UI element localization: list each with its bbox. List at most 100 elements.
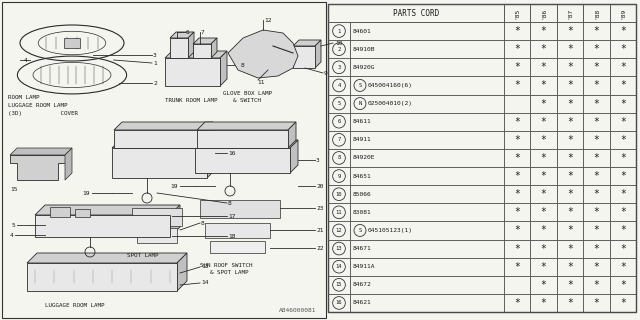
Bar <box>610 113 636 131</box>
Bar <box>504 239 531 258</box>
Bar <box>583 131 610 149</box>
Bar <box>328 58 350 76</box>
Bar <box>350 22 504 40</box>
Bar <box>328 94 350 113</box>
Text: *: * <box>593 99 599 108</box>
Bar <box>504 94 531 113</box>
Text: *: * <box>593 135 599 145</box>
Text: *: * <box>541 244 547 253</box>
Bar <box>350 185 504 203</box>
Polygon shape <box>35 205 180 215</box>
Text: *: * <box>541 262 547 272</box>
Text: *: * <box>541 207 547 217</box>
Text: *: * <box>515 189 520 199</box>
Text: *: * <box>593 117 599 127</box>
Text: 2: 2 <box>337 47 340 52</box>
Text: 19: 19 <box>83 190 90 196</box>
Polygon shape <box>220 51 227 86</box>
Text: *: * <box>620 189 626 199</box>
Polygon shape <box>10 148 72 155</box>
Text: *: * <box>593 225 599 236</box>
Bar <box>583 58 610 76</box>
Text: 5: 5 <box>337 101 340 106</box>
Bar <box>531 276 557 294</box>
Bar <box>531 4 557 22</box>
Bar <box>328 276 350 294</box>
Polygon shape <box>288 122 296 148</box>
Bar <box>328 294 350 312</box>
Text: 7: 7 <box>337 137 340 142</box>
Text: 84911A: 84911A <box>353 264 376 269</box>
Bar <box>583 221 610 239</box>
Text: *: * <box>620 135 626 145</box>
Bar <box>350 258 504 276</box>
Bar <box>328 40 350 58</box>
Polygon shape <box>112 140 215 148</box>
Text: *: * <box>620 207 626 217</box>
Bar <box>531 167 557 185</box>
Text: 84672: 84672 <box>353 282 372 287</box>
Text: *: * <box>515 62 520 72</box>
Text: 84651: 84651 <box>353 173 372 179</box>
Polygon shape <box>170 32 194 38</box>
Bar <box>350 221 504 239</box>
Text: S: S <box>358 83 362 88</box>
Polygon shape <box>211 38 217 58</box>
Bar <box>293 46 315 68</box>
Text: *: * <box>515 225 520 236</box>
Polygon shape <box>315 40 321 68</box>
Bar <box>170 38 188 58</box>
Bar <box>35 215 170 237</box>
Bar <box>583 4 610 22</box>
Text: *: * <box>620 244 626 253</box>
Bar <box>504 113 531 131</box>
Bar <box>200 200 280 218</box>
Text: 19: 19 <box>170 183 178 188</box>
Text: *: * <box>620 153 626 163</box>
Text: *: * <box>593 280 599 290</box>
Bar <box>350 239 504 258</box>
Polygon shape <box>290 140 298 173</box>
Text: ROOM LAMP: ROOM LAMP <box>8 95 40 100</box>
Text: 11: 11 <box>257 79 264 84</box>
Bar <box>583 94 610 113</box>
Bar <box>583 76 610 94</box>
Text: *: * <box>593 189 599 199</box>
Bar <box>583 167 610 185</box>
Text: PARTS CORD: PARTS CORD <box>393 9 439 18</box>
Bar <box>504 58 531 76</box>
Text: *: * <box>593 80 599 91</box>
Bar <box>610 221 636 239</box>
Text: GLOVE BOX LAMP: GLOVE BOX LAMP <box>223 91 272 96</box>
Bar <box>610 131 636 149</box>
Bar <box>328 258 350 276</box>
Text: 1: 1 <box>337 28 340 34</box>
Bar <box>504 203 531 221</box>
Text: S: S <box>358 228 362 233</box>
Text: *: * <box>541 99 547 108</box>
Bar <box>557 40 583 58</box>
Text: *: * <box>567 280 573 290</box>
Text: *: * <box>567 244 573 253</box>
Text: 85066: 85066 <box>353 192 372 197</box>
Bar <box>504 149 531 167</box>
Text: 4: 4 <box>337 83 340 88</box>
Bar <box>328 22 350 40</box>
Text: 84671: 84671 <box>353 246 372 251</box>
Text: 3: 3 <box>153 52 157 58</box>
Bar <box>531 94 557 113</box>
Bar <box>350 131 504 149</box>
Text: 84621: 84621 <box>353 300 372 305</box>
Bar <box>350 113 504 131</box>
Bar <box>112 148 207 178</box>
Text: 025004010(2): 025004010(2) <box>368 101 413 106</box>
Text: 12: 12 <box>336 228 342 233</box>
Text: 84920E: 84920E <box>353 156 376 160</box>
Text: *: * <box>567 153 573 163</box>
Text: *: * <box>620 171 626 181</box>
Text: *: * <box>541 298 547 308</box>
Bar <box>210 241 265 253</box>
Text: 18: 18 <box>228 234 236 238</box>
Text: SPOT LAMP: SPOT LAMP <box>127 253 159 258</box>
Text: *: * <box>593 298 599 308</box>
